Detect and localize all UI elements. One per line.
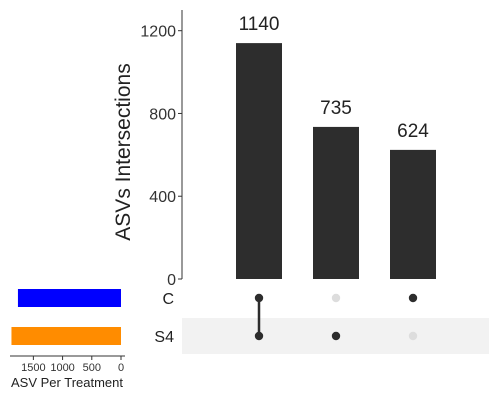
intersection-bar bbox=[313, 126, 359, 280]
matrix-dot-active bbox=[254, 293, 264, 303]
matrix-dot-inactive bbox=[331, 293, 341, 303]
matrix-dot-active bbox=[408, 293, 418, 303]
set-x-tick-label: 1000 bbox=[50, 362, 74, 374]
intersection-bar bbox=[390, 149, 436, 279]
bar-value-label: 624 bbox=[397, 121, 429, 142]
set-label-s4: S4 bbox=[154, 329, 174, 346]
y-tick-label: 1200 bbox=[140, 24, 176, 41]
matrix-dot-inactive bbox=[408, 331, 418, 341]
bar-value-label: 735 bbox=[320, 98, 352, 119]
matrix-dot-active bbox=[254, 331, 264, 341]
y-tick-label: 400 bbox=[149, 189, 176, 206]
y-axis-title: ASVs Intersections bbox=[112, 63, 135, 240]
set-x-tick-label: 500 bbox=[83, 362, 101, 374]
matrix-dot-active bbox=[331, 331, 341, 341]
set-size-bar-c bbox=[17, 289, 121, 307]
set-label-c: C bbox=[162, 291, 174, 308]
set-size-axis-title: ASV Per Treatment bbox=[11, 375, 123, 390]
set-x-tick-label: 0 bbox=[118, 362, 124, 374]
set-size-bar-s4 bbox=[11, 327, 122, 345]
y-tick-label: 800 bbox=[149, 106, 176, 123]
bar-value-label: 1140 bbox=[239, 14, 280, 35]
intersection-bar bbox=[236, 43, 282, 279]
set-x-tick-label: 1500 bbox=[21, 362, 45, 374]
y-tick-label: 0 bbox=[167, 272, 176, 289]
